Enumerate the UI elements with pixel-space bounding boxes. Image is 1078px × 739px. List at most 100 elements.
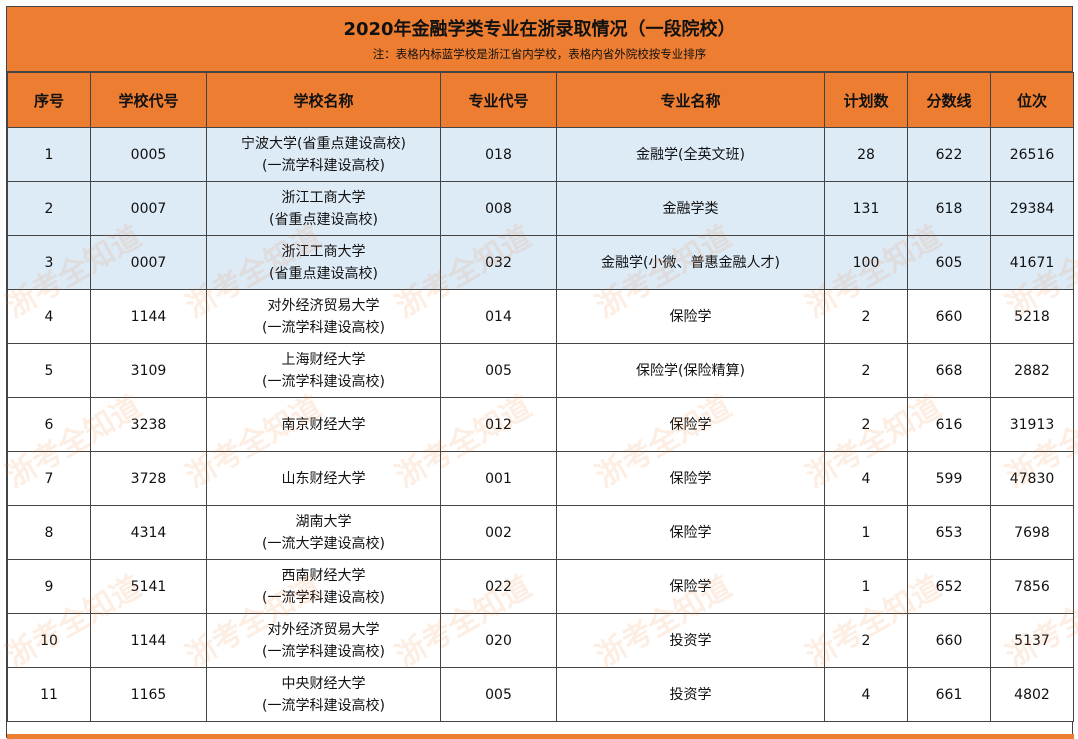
table-row: 3 0007 浙江工商大学 (省重点建设高校) 032 金融学(小微、普惠金融人才) 100… <box>7 235 1074 290</box>
school-name-line: 上海财经大学 <box>281 351 366 368</box>
column-header: 位次 <box>990 72 1074 128</box>
cell-school-name: 西南财经大学 (一流学科建设高校) <box>206 559 441 614</box>
school-name-line: 对外经济贸易大学 <box>267 297 380 314</box>
table-row: 6 3238 南京财经大学 012 保险学 2 616 31913 <box>7 397 1074 452</box>
school-name-line: 湖南大学 <box>295 513 352 530</box>
cell-rank: 2882 <box>990 343 1074 398</box>
cell-score-line: 605 <box>907 235 991 290</box>
table-row: 11 1165 中央财经大学 (一流学科建设高校) 005 投资学 4 661 4802 <box>7 667 1074 722</box>
cell-rank: 4802 <box>990 667 1074 722</box>
cell-major-code: 005 <box>440 343 557 398</box>
column-header: 专业代号 <box>440 72 557 128</box>
cell-school-name: 湖南大学 (一流大学建设高校) <box>206 505 441 560</box>
school-name-line: (一流学科建设高校) <box>262 157 385 174</box>
cell-plan-count: 1 <box>824 559 908 614</box>
cell-index: 8 <box>7 505 91 560</box>
cell-score-line: 660 <box>907 289 991 344</box>
admission-sheet: 2020年金融学类专业在浙录取情况（一段院校） 注：表格内标蓝学校是浙江省内学校… <box>0 6 1078 739</box>
school-name-line: 对外经济贸易大学 <box>267 621 380 638</box>
table-row: 2 0007 浙江工商大学 (省重点建设高校) 008 金融学类 131 618 29384 <box>7 181 1074 236</box>
cell-rank: 31913 <box>990 397 1074 452</box>
cell-index: 5 <box>7 343 91 398</box>
page-title: 2020年金融学类专业在浙录取情况（一段院校） <box>343 19 736 40</box>
cell-plan-count: 2 <box>824 397 908 452</box>
cell-major-name: 金融学(全英文班) <box>556 127 825 182</box>
school-name-line: 西南财经大学 <box>281 567 366 584</box>
school-name-line: 南京财经大学 <box>281 416 366 433</box>
cell-school-name: 浙江工商大学 (省重点建设高校) <box>206 181 441 236</box>
cell-index: 9 <box>7 559 91 614</box>
school-name-line: (一流学科建设高校) <box>262 373 385 390</box>
table-row: 1 0005 宁波大学(省重点建设高校) (一流学科建设高校) 018 金融学(全英文班)… <box>7 127 1074 182</box>
cell-rank: 47830 <box>990 451 1074 506</box>
cell-index: 11 <box>7 667 91 722</box>
cell-school-code: 0005 <box>90 127 207 182</box>
cell-major-code: 018 <box>440 127 557 182</box>
school-name-line: (省重点建设高校) <box>269 265 378 282</box>
cell-index: 2 <box>7 181 91 236</box>
cell-school-name: 宁波大学(省重点建设高校) (一流学科建设高校) <box>206 127 441 182</box>
column-header: 学校名称 <box>206 72 441 128</box>
cell-plan-count: 100 <box>824 235 908 290</box>
cell-index: 4 <box>7 289 91 344</box>
cell-score-line: 668 <box>907 343 991 398</box>
cell-school-code: 5141 <box>90 559 207 614</box>
cell-major-name: 保险学 <box>556 397 825 452</box>
cell-score-line: 661 <box>907 667 991 722</box>
cell-major-name: 保险学 <box>556 289 825 344</box>
cell-major-code: 001 <box>440 451 557 506</box>
cell-plan-count: 1 <box>824 505 908 560</box>
cell-plan-count: 2 <box>824 289 908 344</box>
cell-major-name: 金融学类 <box>556 181 825 236</box>
school-name-line: 浙江工商大学 <box>281 243 366 260</box>
cell-school-name: 对外经济贸易大学 (一流学科建设高校) <box>206 613 441 668</box>
cell-plan-count: 2 <box>824 343 908 398</box>
cell-major-code: 008 <box>440 181 557 236</box>
cell-index: 3 <box>7 235 91 290</box>
cell-rank: 41671 <box>990 235 1074 290</box>
table-row: 5 3109 上海财经大学 (一流学科建设高校) 005 保险学(保险精算) 2 668 288… <box>7 343 1074 398</box>
cell-school-name: 南京财经大学 <box>206 397 441 452</box>
cell-school-code: 1144 <box>90 613 207 668</box>
cell-rank: 5218 <box>990 289 1074 344</box>
cell-major-code: 014 <box>440 289 557 344</box>
cell-index: 1 <box>7 127 91 182</box>
cell-school-code: 3728 <box>90 451 207 506</box>
admission-table: 序号 学校代号 学校名称 专业代号 专业名称 计划数 分数线 位次 1 0005 宁… <box>7 72 1074 722</box>
cell-plan-count: 28 <box>824 127 908 182</box>
cell-major-name: 保险学 <box>556 451 825 506</box>
table-body: 1 0005 宁波大学(省重点建设高校) (一流学科建设高校) 018 金融学(全英文班)… <box>7 127 1074 722</box>
school-name-line: (一流大学建设高校) <box>262 535 385 552</box>
cell-major-code: 002 <box>440 505 557 560</box>
cell-score-line: 618 <box>907 181 991 236</box>
cell-score-line: 652 <box>907 559 991 614</box>
cell-major-code: 020 <box>440 613 557 668</box>
school-name-line: 浙江工商大学 <box>281 189 366 206</box>
cell-school-name: 山东财经大学 <box>206 451 441 506</box>
table-row: 4 1144 对外经济贸易大学 (一流学科建设高校) 014 保险学 2 660 5218 <box>7 289 1074 344</box>
school-name-line: 宁波大学(省重点建设高校) <box>241 135 406 152</box>
cell-school-code: 0007 <box>90 181 207 236</box>
cell-score-line: 660 <box>907 613 991 668</box>
cell-school-code: 1165 <box>90 667 207 722</box>
cell-plan-count: 4 <box>824 451 908 506</box>
cell-index: 7 <box>7 451 91 506</box>
cell-major-code: 032 <box>440 235 557 290</box>
table-row: 9 5141 西南财经大学 (一流学科建设高校) 022 保险学 1 652 7856 <box>7 559 1074 614</box>
column-header: 序号 <box>7 72 91 128</box>
cell-rank: 7698 <box>990 505 1074 560</box>
school-name-line: (省重点建设高校) <box>269 211 378 228</box>
table-row: 10 1144 对外经济贸易大学 (一流学科建设高校) 020 投资学 2 660 5137 <box>7 613 1074 668</box>
table-header-row: 序号 学校代号 学校名称 专业代号 专业名称 计划数 分数线 位次 <box>7 72 1074 128</box>
school-name-line: (一流学科建设高校) <box>262 697 385 714</box>
cell-major-code: 005 <box>440 667 557 722</box>
table-row: 8 4314 湖南大学 (一流大学建设高校) 002 保险学 1 653 7698 <box>7 505 1074 560</box>
school-name-line: 山东财经大学 <box>281 470 366 487</box>
cell-school-code: 3109 <box>90 343 207 398</box>
cell-score-line: 622 <box>907 127 991 182</box>
cell-school-name: 上海财经大学 (一流学科建设高校) <box>206 343 441 398</box>
school-name-line: 中央财经大学 <box>281 675 366 692</box>
bottom-border-bar <box>7 734 1074 739</box>
column-header: 计划数 <box>824 72 908 128</box>
cell-plan-count: 4 <box>824 667 908 722</box>
